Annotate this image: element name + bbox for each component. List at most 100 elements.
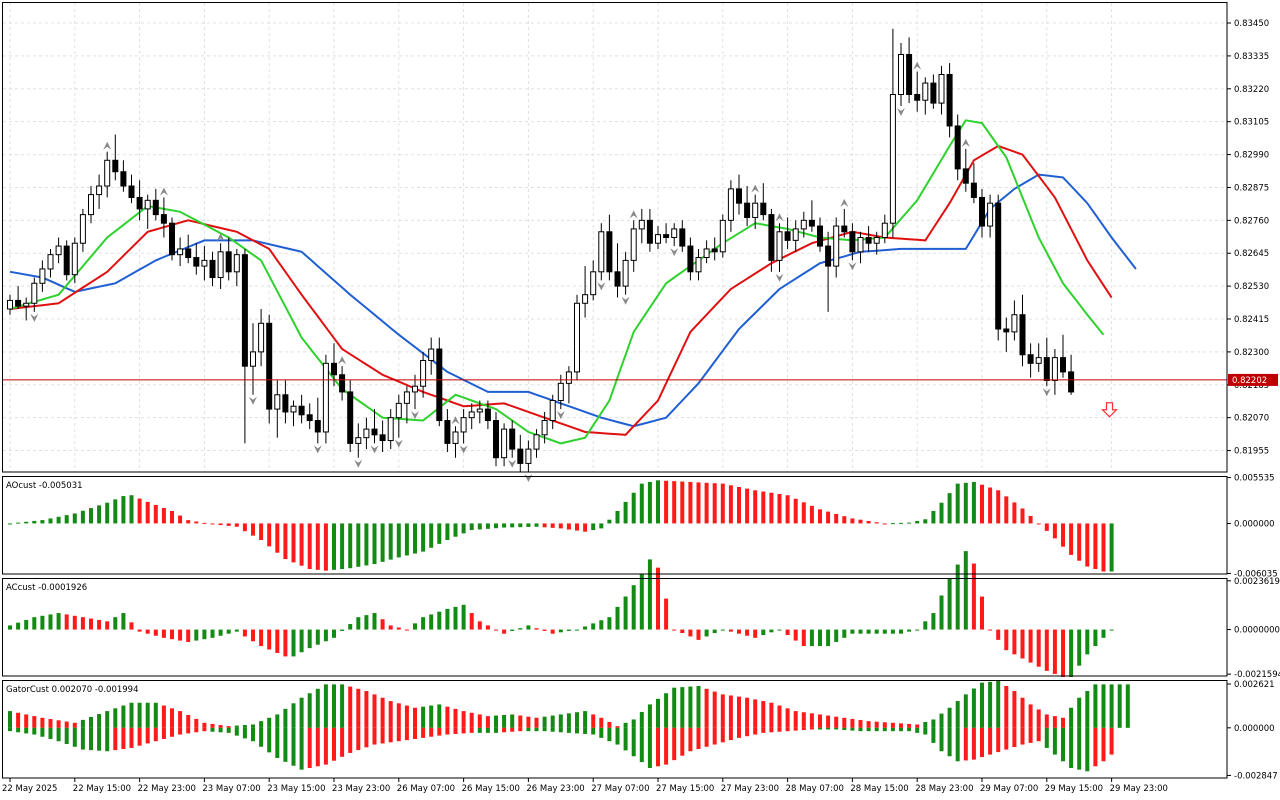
- gator-lower-bar: [907, 727, 912, 732]
- candle: [1011, 300, 1018, 341]
- gator-lower-bar: [818, 727, 822, 730]
- gator-lower-bar: [1004, 727, 1009, 750]
- candle: [7, 294, 13, 315]
- candle: [938, 65, 945, 115]
- ac-bar: [882, 629, 887, 634]
- gator-upper-bar: [332, 684, 336, 728]
- gator-upper-bar: [113, 708, 118, 728]
- ao-bar: [340, 523, 345, 570]
- gator-lower-bar: [745, 727, 750, 737]
- candle: [695, 248, 702, 281]
- candle-body: [736, 188, 742, 204]
- candle: [1019, 294, 1026, 367]
- gator-upper-bar: [477, 714, 482, 728]
- ac-bar: [915, 629, 920, 631]
- candle: [1027, 343, 1034, 378]
- candle-body: [1035, 357, 1042, 364]
- candle-body: [144, 199, 151, 210]
- candle: [590, 260, 597, 301]
- ao-bar: [218, 523, 223, 526]
- ao-bar: [1061, 523, 1065, 547]
- candle: [314, 397, 321, 444]
- ao-bar: [899, 522, 903, 524]
- ao-bar: [801, 502, 806, 524]
- fractal-down-icon: [897, 107, 905, 116]
- candle-body: [120, 171, 127, 187]
- candle: [889, 28, 896, 238]
- ao-bar: [453, 523, 458, 537]
- gator-lower-bar: [137, 727, 142, 746]
- gator-lower-bar: [809, 727, 814, 730]
- gator-upper-bar: [1125, 684, 1130, 728]
- candle-body: [177, 248, 184, 256]
- gator-upper-bar: [80, 719, 85, 728]
- fractal-up-icon: [775, 213, 784, 222]
- gator-lower-bar: [421, 727, 426, 738]
- ao-bar: [251, 523, 255, 536]
- candle-body: [428, 348, 435, 361]
- time-tick-label: 28 May 07:00: [786, 784, 844, 794]
- gator-lower-bar: [518, 727, 523, 732]
- gator-upper-bar: [518, 715, 523, 728]
- candle-body: [752, 202, 759, 218]
- gator-upper-bar: [388, 701, 393, 728]
- ao-bar: [234, 523, 239, 527]
- fractal-down-icon: [848, 262, 857, 271]
- price-pane[interactable]: [3, 28, 1227, 482]
- candle: [136, 180, 143, 221]
- candle: [306, 403, 313, 430]
- candle: [655, 226, 661, 249]
- time-tick-label: 27 May 15:00: [656, 784, 714, 794]
- ac-pane[interactable]: [8, 551, 1114, 678]
- ao-bar: [599, 523, 604, 529]
- candle-body: [412, 385, 418, 393]
- candle-body: [954, 125, 961, 170]
- candle-body: [355, 437, 362, 444]
- ac-bar: [955, 564, 960, 630]
- ac-bar: [80, 617, 85, 630]
- ac-bar: [348, 624, 353, 630]
- candle-body: [922, 82, 929, 101]
- ac-bar: [826, 629, 831, 647]
- ao-bar: [510, 523, 515, 528]
- candle: [962, 148, 969, 192]
- ao-bar: [64, 515, 69, 524]
- gator-lower-bar: [534, 727, 539, 732]
- gator-lower-bar: [550, 727, 555, 732]
- candle-body: [403, 391, 410, 404]
- gator-pane[interactable]: [8, 681, 1130, 772]
- gator-lower-bar: [777, 727, 782, 732]
- ao-pane[interactable]: [8, 480, 1114, 572]
- candle: [914, 71, 921, 112]
- gator-upper-bar: [16, 712, 21, 728]
- gator-lower-bar: [793, 727, 798, 731]
- time-tick-label: 29 May 15:00: [1045, 784, 1103, 794]
- gator-upper-bar: [1101, 684, 1106, 728]
- gator-lower-bar: [437, 727, 442, 736]
- fractal-up-icon: [451, 416, 460, 425]
- fractal-down-icon: [30, 313, 39, 322]
- price-tick-label: 0.82300: [1234, 348, 1269, 358]
- fractal-down-icon: [670, 248, 679, 257]
- gator-upper-bar: [542, 716, 547, 728]
- ac-bar: [494, 629, 498, 631]
- ao-bar: [1012, 502, 1017, 524]
- ao-bar: [202, 522, 207, 524]
- gator-upper-bar: [1036, 709, 1041, 728]
- gator-upper-bar: [429, 705, 434, 728]
- candle-body: [31, 282, 38, 304]
- ao-bar: [323, 523, 328, 571]
- gator-lower-bar: [153, 727, 158, 742]
- ao-bar: [307, 523, 312, 570]
- candle: [428, 337, 435, 375]
- time-tick-label: 28 May 15:00: [850, 784, 908, 794]
- ac-bar: [931, 613, 936, 630]
- gator-lower-bar: [469, 727, 474, 733]
- gator-upper-bar: [915, 724, 920, 728]
- gator-lower-bar: [583, 727, 588, 734]
- ac-bar: [485, 625, 490, 630]
- gator-tick-label: 0.000000: [1234, 724, 1275, 734]
- gator-lower-bar: [453, 727, 458, 734]
- candle-body: [509, 428, 516, 450]
